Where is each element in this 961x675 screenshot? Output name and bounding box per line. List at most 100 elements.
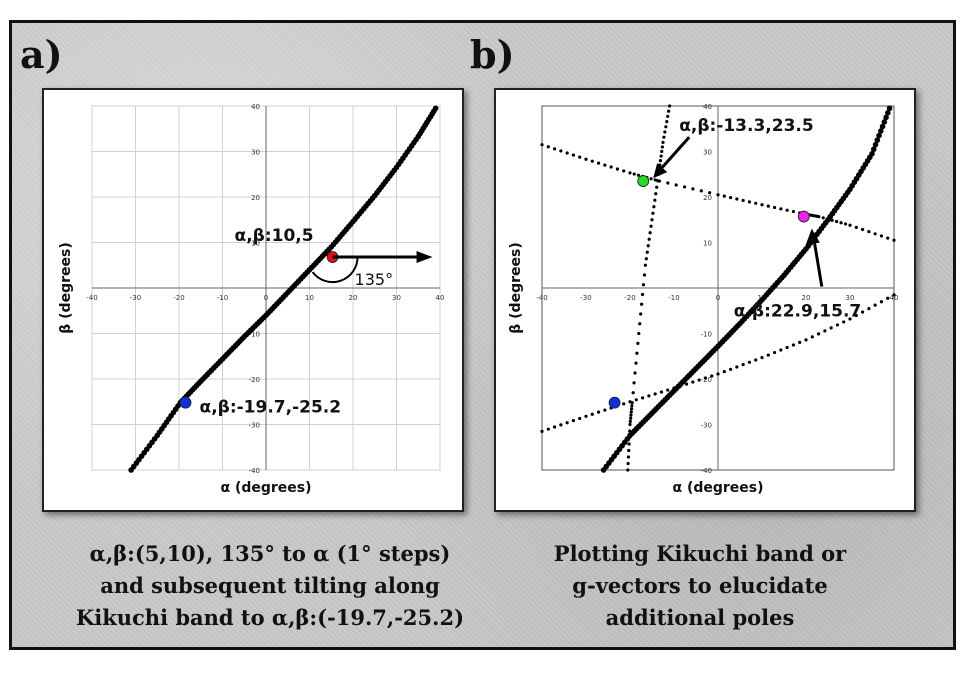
dotted-band-point (854, 225, 858, 229)
dotted-band-point (766, 353, 770, 357)
dotted-band-point (546, 427, 550, 431)
dotted-band-point (653, 198, 657, 202)
angle-label: 135° (355, 270, 394, 289)
dotted-band-point (873, 303, 877, 307)
x-tick-label: 10 (305, 294, 314, 302)
dotted-band-point (654, 192, 658, 196)
dotted-band-point (668, 104, 672, 108)
dotted-band-point (678, 384, 682, 388)
dotted-band-point (629, 416, 633, 420)
dotted-band-point (649, 177, 653, 181)
dotted-band-point (708, 191, 712, 195)
dotted-band-point (830, 218, 834, 222)
dotted-band-point (628, 171, 632, 175)
chart-a: -40 -40 -30 -30 -20 -20 -10 -10 0 10 10 20 20 30 30 40 4… (58, 103, 445, 496)
dotted-band-point (716, 193, 720, 197)
chart-b-box: -40-40-30-30-20-20-10-100101020203030404… (494, 88, 916, 512)
dotted-band-point (652, 205, 656, 209)
dotted-band-point (672, 386, 676, 390)
x-tick-label: 40 (890, 294, 899, 302)
dotted-band-point (791, 209, 796, 214)
dotted-band-point (735, 365, 739, 369)
y-tick-label: -40 (249, 467, 260, 475)
x-tick-label: 20 (349, 294, 358, 302)
dotted-band-point (636, 173, 641, 177)
dotted-band-point (626, 461, 630, 466)
dotted-band-point (590, 412, 594, 416)
dotted-band-point (627, 448, 631, 453)
y-tick-label: -20 (249, 376, 260, 384)
band-point (874, 137, 881, 143)
dotted-band-point (661, 140, 665, 144)
dotted-band-point (596, 410, 601, 414)
dotted-band-point (622, 169, 626, 173)
y-tick-label: 30 (251, 149, 260, 157)
dotted-band-point (552, 425, 557, 429)
dotted-band-point (627, 442, 631, 446)
dotted-band-point (867, 307, 871, 311)
x-tick-label: 40 (436, 294, 445, 302)
dotted-band-point (546, 145, 550, 149)
y-tick-label: 40 (703, 103, 712, 111)
x-tick-label: 0 (264, 294, 268, 302)
dotted-band-point (642, 273, 647, 277)
dotted-band-point (656, 179, 660, 183)
chart-a-box: -40 -40 -30 -30 -20 -20 -10 -10 0 10 10 20 20 30 30 40 4… (42, 88, 464, 512)
dotted-band-point (603, 408, 607, 412)
dotted-band-point (641, 283, 646, 287)
x-tick-label: 30 (846, 294, 855, 302)
blue-point (608, 396, 621, 409)
band-point (869, 150, 875, 157)
dotted-band-point (648, 231, 652, 235)
dotted-band-point (666, 388, 670, 392)
dotted-band-point (540, 143, 544, 147)
dotted-band-point (854, 313, 858, 318)
dotted-band-point (684, 382, 689, 386)
green-point-label: α,β:-13.3,23.5 (679, 116, 814, 136)
band-point (881, 119, 888, 125)
x-axis-title: α (degrees) (672, 480, 763, 496)
y-tick-label: 20 (251, 194, 260, 202)
dotted-band-point (559, 423, 563, 427)
dotted-band-point (627, 435, 631, 440)
dotted-band-point (659, 390, 664, 394)
dotted-band-point (631, 391, 635, 395)
dotted-band-point (559, 149, 563, 153)
dotted-band-point (747, 200, 752, 204)
dotted-band-point (571, 153, 576, 157)
dotted-band-point (629, 407, 634, 411)
dotted-band-point (626, 455, 631, 459)
dotted-band-point (659, 154, 663, 158)
dotted-band-point (798, 340, 802, 345)
dotted-band-point (691, 380, 695, 384)
dotted-band-point (628, 429, 632, 433)
dotted-band-point (804, 338, 808, 342)
dotted-band-point (703, 376, 708, 380)
dotted-band-point (879, 234, 884, 238)
dotted-band-point (578, 155, 582, 159)
dotted-band-point (892, 293, 896, 297)
dotted-band-point (664, 125, 668, 129)
dotted-band-point (649, 224, 653, 228)
y-tick-label: 10 (251, 240, 260, 248)
dotted-band-point (633, 371, 637, 375)
dotted-band-point (647, 394, 651, 398)
dotted-band-point (728, 195, 733, 200)
dotted-band-point (848, 317, 852, 321)
dotted-band-point (637, 331, 641, 336)
chart-b: -40-40-30-30-20-20-10-100101020203030404… (508, 103, 899, 496)
dotted-band-point (779, 348, 783, 352)
band-point (883, 114, 889, 121)
dotted-band-point (860, 227, 865, 232)
dotted-band-point (697, 378, 701, 382)
dotted-band-point (651, 211, 655, 215)
dotted-band-point (722, 194, 726, 198)
dotted-band-point (741, 198, 745, 203)
dotted-band-point (691, 187, 695, 191)
green-point (637, 175, 650, 187)
dotted-band-point (785, 208, 789, 212)
dotted-band-point (728, 367, 733, 371)
dotted-band-point (609, 165, 613, 169)
x-tick-label: 0 (716, 294, 720, 302)
band-point (885, 110, 891, 116)
